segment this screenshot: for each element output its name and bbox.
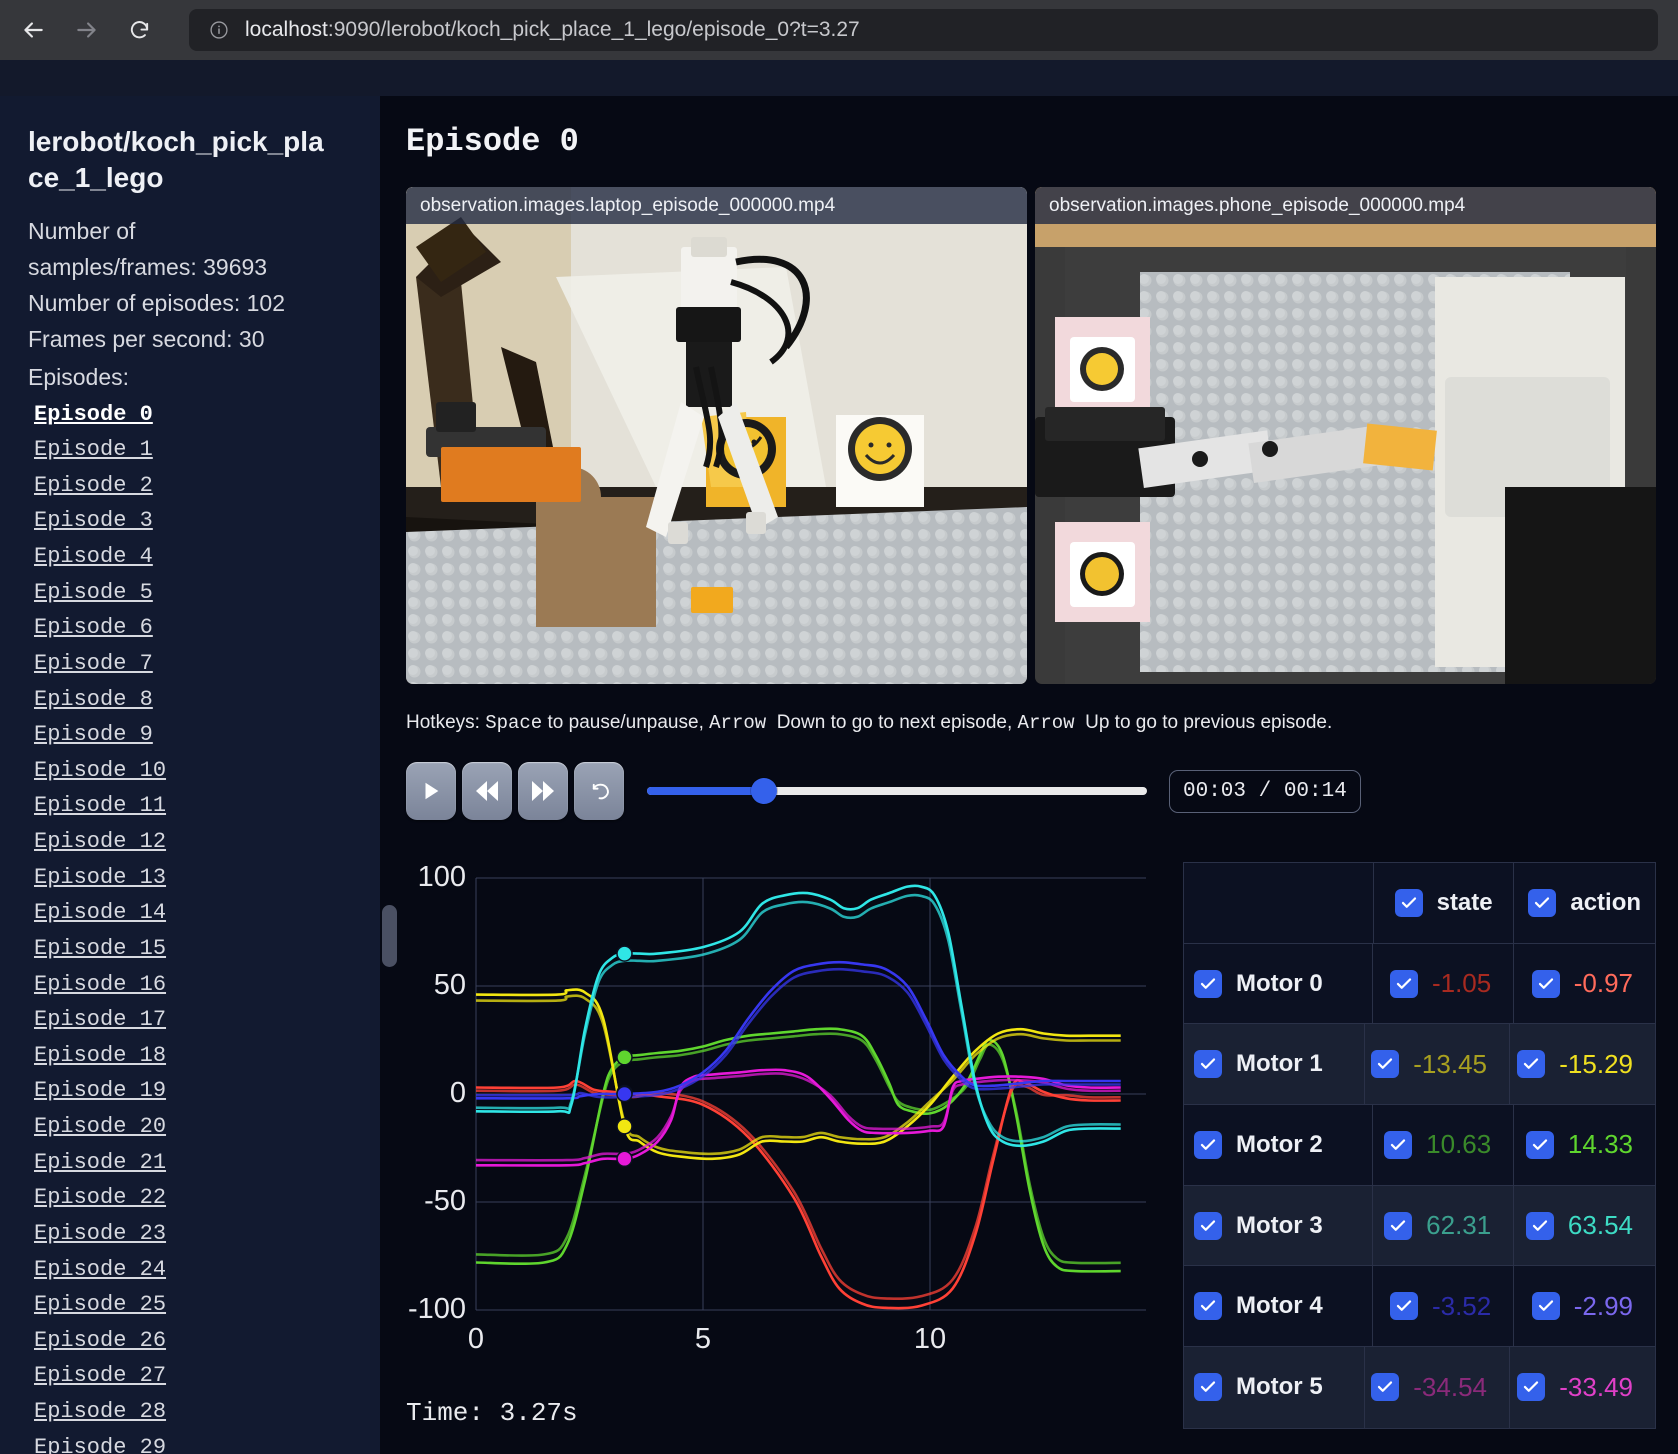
svg-text:0: 0 (468, 1323, 484, 1355)
svg-text:0: 0 (450, 1077, 466, 1109)
svg-text:-50: -50 (424, 1185, 466, 1217)
svg-text:-100: -100 (408, 1293, 466, 1325)
svg-text:100: 100 (418, 862, 466, 893)
svg-text:50: 50 (434, 969, 466, 1001)
svg-text:5: 5 (695, 1323, 711, 1355)
svg-text:10: 10 (914, 1323, 946, 1355)
